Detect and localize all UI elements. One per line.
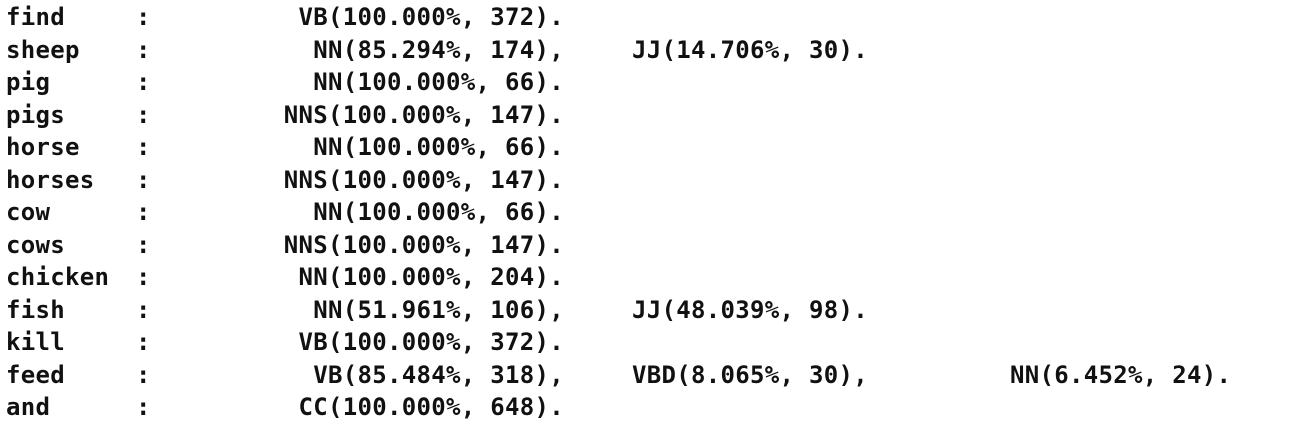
pos-tag-entry: NN(100.000%, 66). [313, 133, 564, 161]
pos-tag-entry: NN(100.000%, 204). [298, 263, 564, 291]
output-row: feed: VB(85.484%, 318), VBD(8.065%, 30), NN… [0, 360, 1292, 390]
separator-colon: : [136, 198, 151, 226]
pos-tag-entry: JJ(14.706%, 30). [632, 35, 868, 64]
output-row: horse: NN(100.000%, 66). [0, 132, 1292, 162]
token-word: cows [6, 230, 65, 259]
separator-colon: : [136, 393, 151, 421]
pos-tag-entry: VB(100.000%, 372). [298, 328, 564, 356]
output-row: cow: NN(100.000%, 66). [0, 197, 1292, 227]
pos-tag-entry: NNS(100.000%, 147). [283, 165, 564, 194]
separator-colon: : [136, 133, 151, 161]
token-word: cow [6, 198, 51, 226]
token-word: fish [6, 295, 65, 324]
token-word: feed [6, 360, 65, 389]
pos-tag-entry: NN(100.000%, 66). [313, 68, 564, 96]
output-row: horses: NNS(100.000%, 147). [0, 165, 1292, 195]
pos-tag-entry: NNS(100.000%, 147). [283, 230, 564, 259]
pos-tag-entry: VBD(8.065%, 30), [632, 360, 868, 389]
token-word: pigs [6, 100, 65, 129]
separator-colon: : [136, 35, 151, 64]
output-row: sheep: NN(85.294%, 174), JJ(14.706%, 30). [0, 35, 1292, 65]
pos-tag-entry: JJ(48.039%, 98). [632, 295, 868, 324]
separator-colon: : [136, 3, 151, 31]
output-row: and: CC(100.000%, 648). [0, 392, 1292, 422]
token-word: find [6, 3, 65, 31]
separator-colon: : [136, 328, 151, 356]
pos-tag-entry: VB(100.000%, 372). [298, 3, 564, 31]
token-word: horse [6, 133, 80, 161]
output-row: cows: NNS(100.000%, 147). [0, 230, 1292, 260]
output-row: chicken: NN(100.000%, 204). [0, 262, 1292, 292]
token-word: kill [6, 328, 65, 356]
pos-tag-entry: NN(85.294%, 174), [313, 35, 564, 64]
output-row: pig: NN(100.000%, 66). [0, 67, 1292, 97]
separator-colon: : [136, 68, 151, 96]
pos-tag-entry: NNS(100.000%, 147). [283, 100, 564, 129]
separator-colon: : [136, 230, 151, 259]
separator-colon: : [136, 360, 151, 389]
output-row: find: VB(100.000%, 372). [0, 2, 1292, 32]
token-word: horses [6, 165, 95, 194]
token-word: and [6, 393, 51, 421]
output-row: kill: VB(100.000%, 372). [0, 327, 1292, 357]
pos-tag-entry: CC(100.000%, 648). [298, 393, 564, 421]
token-word: sheep [6, 35, 80, 64]
token-word: pig [6, 68, 51, 96]
separator-colon: : [136, 295, 151, 324]
separator-colon: : [136, 100, 151, 129]
separator-colon: : [136, 263, 151, 291]
output-row: fish: NN(51.961%, 106), JJ(48.039%, 98). [0, 295, 1292, 325]
pos-tag-entry: VB(85.484%, 318), [313, 360, 564, 389]
pos-tag-entry: NN(6.452%, 24). [1010, 360, 1232, 389]
token-word: chicken [6, 263, 110, 291]
output-row: pigs: NNS(100.000%, 147). [0, 100, 1292, 130]
pos-tag-entry: NN(51.961%, 106), [313, 295, 564, 324]
separator-colon: : [136, 165, 151, 194]
pos-tag-entry: NN(100.000%, 66). [313, 198, 564, 226]
